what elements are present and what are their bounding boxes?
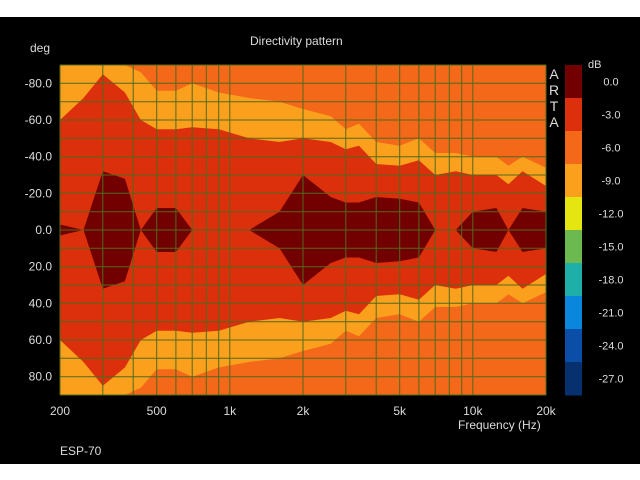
- y-tick-label-2: -40.0: [25, 150, 53, 164]
- x-tick-labels: 200 500 1k 2k 5k 10k 20k: [50, 404, 557, 418]
- colorbar-segment-1: [565, 98, 582, 132]
- colorbar-label-6: -18.0: [598, 275, 623, 287]
- colorbar-segment-4: [565, 197, 582, 231]
- y-tick-label-5: 20.0: [29, 260, 53, 274]
- colorbar-segment-7: [565, 296, 582, 330]
- x-tick-label-5: 10k: [463, 404, 483, 418]
- chart-title: Directivity pattern: [250, 34, 343, 48]
- watermark-letter-1: R: [549, 82, 559, 98]
- colorbar-label-9: -27.0: [598, 374, 623, 386]
- colorbar-label-3: -9.0: [602, 176, 621, 188]
- footer-label: ESP-70: [60, 444, 102, 458]
- colorbar-label-5: -15.0: [598, 242, 623, 254]
- colorbar-label-4: -12.0: [598, 209, 623, 221]
- colorbar-segment-8: [565, 329, 582, 363]
- colorbar: 0.0 -3.0 -6.0 -9.0 -12.0 -15.0 -18.0 -21.0 -24.0…: [565, 65, 624, 396]
- x-tick-label-4: 5k: [393, 404, 407, 418]
- colorbar-segment-0: [565, 65, 582, 99]
- watermark-letter-3: A: [549, 114, 559, 130]
- directivity-chart: -80.0-60.0-40.0-20.00.020.040.060.080.0 …: [25, 64, 624, 418]
- y-tick-label-0: -80.0: [25, 76, 53, 90]
- x-axis-label: Frequency (Hz): [458, 418, 541, 432]
- x-tick-label-3: 2k: [297, 404, 311, 418]
- colorbar-segment-9: [565, 362, 582, 396]
- colorbar-unit-label: dB: [588, 59, 602, 71]
- y-tick-labels: -80.0 -60.0 -40.0 -20.0 0.0 20.0 40.0 60.0 80.0: [25, 76, 53, 383]
- x-tick-label-0: 200: [50, 404, 70, 418]
- y-tick-label-3: -20.0: [25, 186, 53, 200]
- colorbar-label-2: -6.0: [602, 143, 621, 155]
- y-axis-label: deg: [30, 41, 51, 55]
- colorbar-label-1: -3.0: [602, 110, 621, 122]
- colorbar-label-7: -21.0: [598, 308, 623, 320]
- colorbar-label-8: -24.0: [598, 341, 623, 353]
- colorbar-label-0: 0.0: [603, 77, 618, 89]
- watermark-letter-0: A: [549, 66, 559, 82]
- x-tick-label-6: 20k: [536, 404, 556, 418]
- y-tick-label-1: -60.0: [25, 113, 53, 127]
- y-tick-label-6: 40.0: [29, 296, 53, 310]
- x-tick-label-1: 500: [147, 404, 167, 418]
- y-tick-label-4: 0.0: [35, 223, 52, 237]
- y-tick-label-7: 60.0: [29, 333, 53, 347]
- chart-panel: -80.0 -60.0 -40.0 -20.0 0.0 20.0 40.0 60.0 80.0 …: [0, 17, 640, 464]
- colorbar-segment-2: [565, 131, 582, 165]
- colorbar-segment-6: [565, 263, 582, 297]
- colorbar-segment-3: [565, 164, 582, 198]
- colorbar-segment-5: [565, 230, 582, 264]
- x-tick-label-2: 1k: [223, 404, 237, 418]
- grid: [59, 64, 547, 396]
- watermark-letter-2: T: [550, 98, 559, 114]
- y-tick-label-8: 80.0: [29, 370, 53, 384]
